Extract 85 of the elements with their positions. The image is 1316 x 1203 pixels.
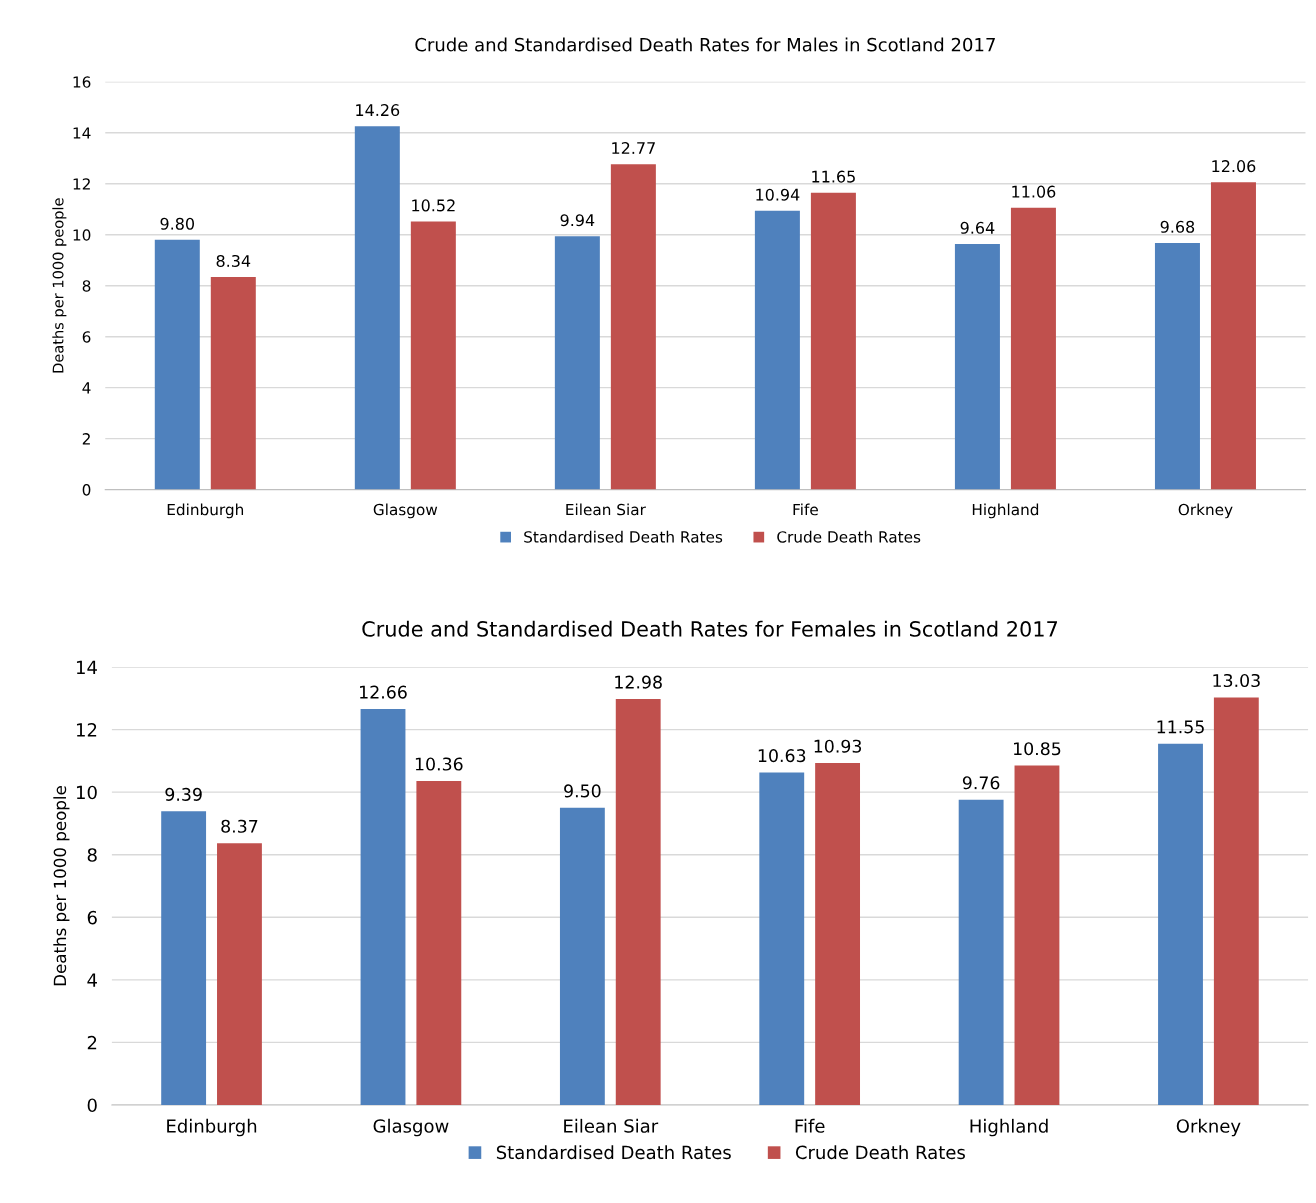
bar — [954, 243, 1000, 490]
data-label: 14.26 — [356, 104, 400, 117]
legend-label: Standardised Death Rates — [496, 1145, 731, 1160]
data-label: 8.34 — [216, 254, 251, 268]
bar — [1154, 242, 1200, 490]
data-label: 11.55 — [1157, 720, 1204, 734]
legend-label: Crude Death Rates — [777, 530, 921, 543]
y-tick-label: 12 — [73, 178, 90, 190]
y-tick-label: 6 — [87, 910, 97, 925]
x-tick-label: Fife — [793, 503, 818, 516]
y-tick-label: 8 — [87, 848, 97, 862]
bar — [610, 164, 656, 490]
x-tick-label: Eilean Siar — [564, 1118, 659, 1133]
y-tick-label: 10 — [73, 229, 91, 241]
y-tick-label: 8 — [82, 280, 91, 292]
y-tick-label: 4 — [87, 973, 97, 987]
bar — [1210, 182, 1256, 490]
y-tick-label: 2 — [82, 433, 90, 445]
data-label: 9.80 — [160, 217, 195, 230]
bar — [815, 763, 861, 1105]
y-tick-label: 0 — [87, 1098, 97, 1113]
data-label: 9.64 — [960, 221, 995, 234]
data-label: 10.63 — [758, 749, 806, 763]
data-label: 10.85 — [1014, 742, 1061, 756]
bar — [759, 772, 805, 1105]
bar — [1158, 743, 1203, 1105]
y-tick-label: 4 — [82, 382, 91, 394]
bar — [554, 236, 600, 490]
y-axis-title: Deaths per 1000 people — [52, 198, 67, 373]
y-tick-label: 10 — [76, 785, 97, 800]
bar — [154, 239, 200, 490]
y-tick-label: 16 — [73, 76, 91, 88]
data-label: 12.77 — [612, 142, 655, 154]
x-tick-label: Highland — [970, 1118, 1048, 1137]
legend-label: Crude Death Rates — [795, 1145, 965, 1160]
data-label: 9.68 — [1160, 220, 1195, 233]
bar — [410, 221, 456, 490]
bar — [958, 799, 1004, 1105]
data-label: 10.93 — [814, 739, 862, 753]
y-tick-label: 12 — [76, 723, 97, 737]
data-label: 9.94 — [560, 214, 595, 227]
x-tick-label: Glasgow — [373, 503, 438, 519]
y-tick-label: 6 — [82, 331, 91, 343]
bar — [1010, 207, 1056, 490]
bar — [416, 780, 462, 1105]
bar — [161, 811, 207, 1105]
bar — [210, 277, 256, 490]
data-label: 10.52 — [412, 199, 455, 212]
data-label: 11.65 — [812, 170, 855, 183]
data-label: 10.36 — [415, 757, 463, 771]
chart-title: Crude and Standardised Death Rates for Males in Scotland 2017 — [415, 37, 995, 52]
bar — [1014, 765, 1060, 1105]
y-tick-label: 14 — [76, 660, 97, 674]
data-label: 9.39 — [165, 787, 202, 801]
data-label: 12.06 — [1212, 160, 1256, 173]
data-label: 10.94 — [756, 188, 800, 201]
y-axis-title: Deaths per 1000 people — [53, 786, 70, 986]
x-tick-label: Edinburgh — [167, 1118, 257, 1137]
data-label: 11.06 — [1012, 185, 1056, 198]
y-tick-label: 2 — [87, 1035, 97, 1050]
bar — [615, 698, 661, 1105]
data-label: 12.66 — [360, 685, 407, 699]
legend-label: Standardised Death Rates — [524, 530, 723, 543]
bar — [810, 192, 856, 490]
x-tick-label: Glasgow — [373, 1118, 449, 1137]
bar — [354, 126, 400, 490]
y-tick-label: 14 — [73, 127, 91, 139]
x-tick-label: Highland — [972, 503, 1039, 519]
x-tick-label: Orkney — [1178, 503, 1233, 519]
data-label: 8.37 — [221, 819, 258, 833]
data-label: 12.98 — [615, 675, 662, 689]
bar — [360, 708, 406, 1105]
bar — [1213, 697, 1259, 1105]
x-tick-label: Fife — [795, 1118, 825, 1133]
bar — [217, 843, 262, 1105]
bar — [559, 807, 605, 1105]
x-tick-label: Edinburgh — [167, 503, 244, 519]
data-label: 13.03 — [1213, 673, 1260, 688]
chart-title: Crude and Standardised Death Rates for Females in Scotland 2017 — [362, 620, 1058, 637]
y-tick-label: 0 — [82, 484, 91, 496]
data-label: 9.76 — [962, 776, 1000, 790]
x-tick-label: Orkney — [1176, 1118, 1241, 1137]
x-tick-label: Eilean Siar — [566, 503, 646, 516]
bar — [754, 210, 800, 490]
data-label: 9.50 — [564, 784, 601, 798]
